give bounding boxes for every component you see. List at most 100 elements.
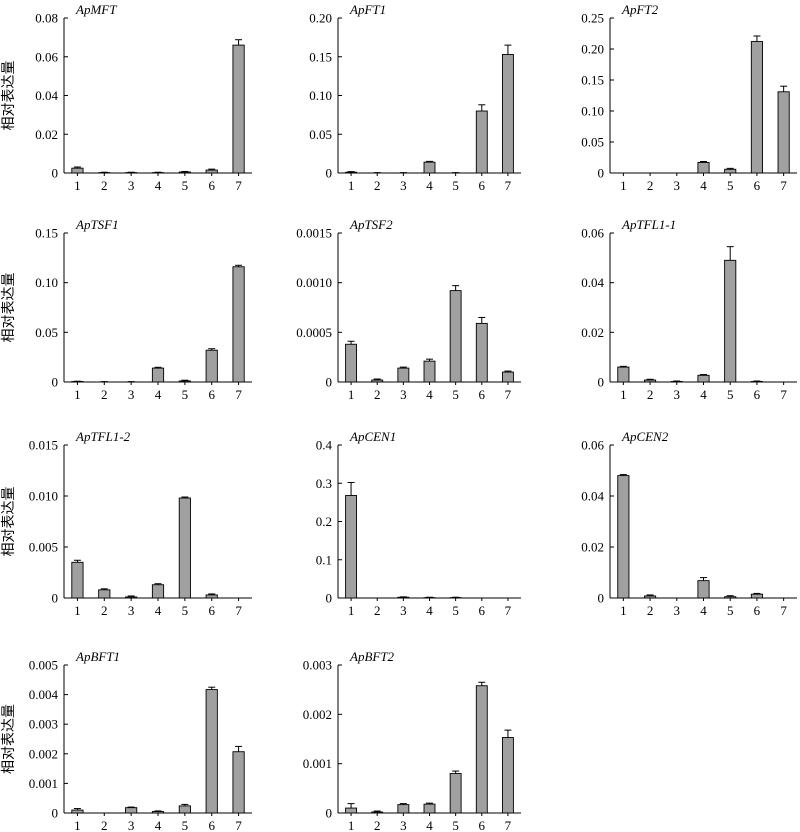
bar — [151, 811, 165, 814]
y-tick-label: 0.3 — [316, 476, 332, 491]
y-tick-label: 0.02 — [35, 127, 58, 142]
x-tick-label: 5 — [182, 818, 189, 832]
y-tick-label: 0 — [326, 591, 333, 606]
y-tick-label: 0.003 — [303, 658, 332, 673]
y-tick-label: 0.20 — [581, 42, 604, 57]
y-tick-label: 0.06 — [581, 438, 604, 453]
bar — [178, 171, 191, 174]
x-tick-label: 7 — [235, 178, 242, 193]
x-tick-label: 6 — [754, 178, 761, 193]
x-tick-label: 7 — [505, 387, 512, 402]
x-tick-label: 6 — [208, 178, 215, 193]
x-tick-label: 4 — [426, 178, 433, 193]
bar — [71, 809, 84, 814]
bar — [449, 290, 462, 383]
y-tick-label: 0.25 — [581, 11, 604, 26]
y-tick-label: 0.002 — [29, 746, 58, 761]
bar — [345, 495, 358, 599]
bar — [617, 366, 630, 383]
x-tick-label: 6 — [208, 818, 215, 832]
bar — [724, 168, 737, 174]
chart-title: ApBFT2 — [349, 649, 395, 664]
x-tick-label: 6 — [479, 603, 486, 618]
x-tick-label: 7 — [235, 603, 242, 618]
bar — [397, 367, 410, 383]
bar — [777, 91, 790, 174]
bar — [71, 167, 84, 174]
x-tick-label: 4 — [155, 178, 162, 193]
x-tick-label: 5 — [182, 178, 189, 193]
y-tick-label: 0 — [598, 591, 605, 606]
bar — [475, 110, 488, 174]
y-axis-label: 相对表达量 — [1, 273, 17, 343]
y-tick-label: 0.15 — [581, 73, 604, 88]
y-axis-label: 相对表达量 — [1, 487, 17, 557]
bar — [617, 475, 630, 599]
y-tick-label: 0.04 — [581, 275, 604, 290]
bar — [205, 594, 218, 599]
y-tick-label: 0 — [52, 375, 59, 390]
x-tick-label: 6 — [754, 603, 761, 618]
bar — [501, 737, 514, 814]
x-tick-label: 3 — [400, 818, 407, 832]
x-tick-label: 3 — [674, 387, 681, 402]
x-tick-label: 5 — [182, 603, 189, 618]
x-tick-label: 2 — [647, 603, 654, 618]
bar — [697, 580, 710, 599]
bar — [345, 807, 358, 814]
x-tick-label: 4 — [700, 178, 707, 193]
y-tick-label: 0.0010 — [296, 275, 332, 290]
bar — [724, 596, 737, 599]
bar — [232, 266, 245, 383]
y-tick-label: 0.4 — [316, 438, 333, 453]
x-tick-label: 2 — [101, 603, 108, 618]
chart-title: ApFT1 — [349, 2, 386, 17]
x-tick-label: 1 — [74, 818, 81, 832]
x-tick-label: 3 — [400, 178, 407, 193]
bar — [151, 584, 165, 599]
chart-title: ApCEN1 — [349, 429, 396, 444]
y-tick-label: 0.2 — [316, 514, 332, 529]
y-tick-label: 0.10 — [35, 275, 58, 290]
chart-title: ApTFL1-1 — [621, 217, 676, 232]
y-tick-label: 0 — [326, 375, 333, 390]
y-tick-label: 0 — [52, 591, 59, 606]
x-tick-label: 5 — [452, 818, 459, 832]
chart-title: ApTSF1 — [75, 217, 119, 232]
y-tick-label: 0.15 — [309, 49, 332, 64]
x-tick-label: 1 — [348, 818, 355, 832]
x-tick-label: 4 — [700, 603, 707, 618]
y-tick-label: 0.10 — [581, 104, 604, 119]
x-tick-label: 5 — [452, 387, 459, 402]
x-tick-label: 2 — [101, 818, 108, 832]
y-tick-label: 0 — [598, 375, 605, 390]
bar — [750, 593, 763, 599]
x-tick-label: 7 — [235, 818, 242, 832]
y-tick-label: 0.08 — [35, 11, 58, 26]
y-tick-label: 0 — [52, 806, 59, 821]
y-tick-label: 0.001 — [29, 776, 58, 791]
bar — [178, 380, 191, 383]
bar — [697, 374, 710, 383]
x-tick-label: 7 — [505, 178, 512, 193]
x-tick-label: 2 — [374, 387, 381, 402]
x-tick-label: 3 — [400, 387, 407, 402]
x-tick-label: 7 — [780, 178, 787, 193]
x-tick-label: 4 — [426, 603, 433, 618]
chart-title: ApTSF2 — [349, 217, 393, 232]
y-tick-label: 0.02 — [581, 325, 604, 340]
x-tick-label: 3 — [400, 603, 407, 618]
y-tick-label: 0 — [52, 166, 59, 181]
x-tick-label: 1 — [620, 603, 627, 618]
bar — [423, 803, 436, 814]
bar — [125, 807, 138, 814]
x-tick-label: 1 — [620, 387, 627, 402]
chart-title: ApCEN2 — [621, 429, 669, 444]
bar — [750, 41, 763, 174]
bar — [371, 811, 384, 814]
bar — [449, 773, 462, 814]
bar — [697, 162, 710, 174]
y-axis-label: 相对表达量 — [1, 704, 17, 774]
x-tick-label: 5 — [452, 603, 459, 618]
y-tick-label: 0.05 — [581, 135, 604, 150]
